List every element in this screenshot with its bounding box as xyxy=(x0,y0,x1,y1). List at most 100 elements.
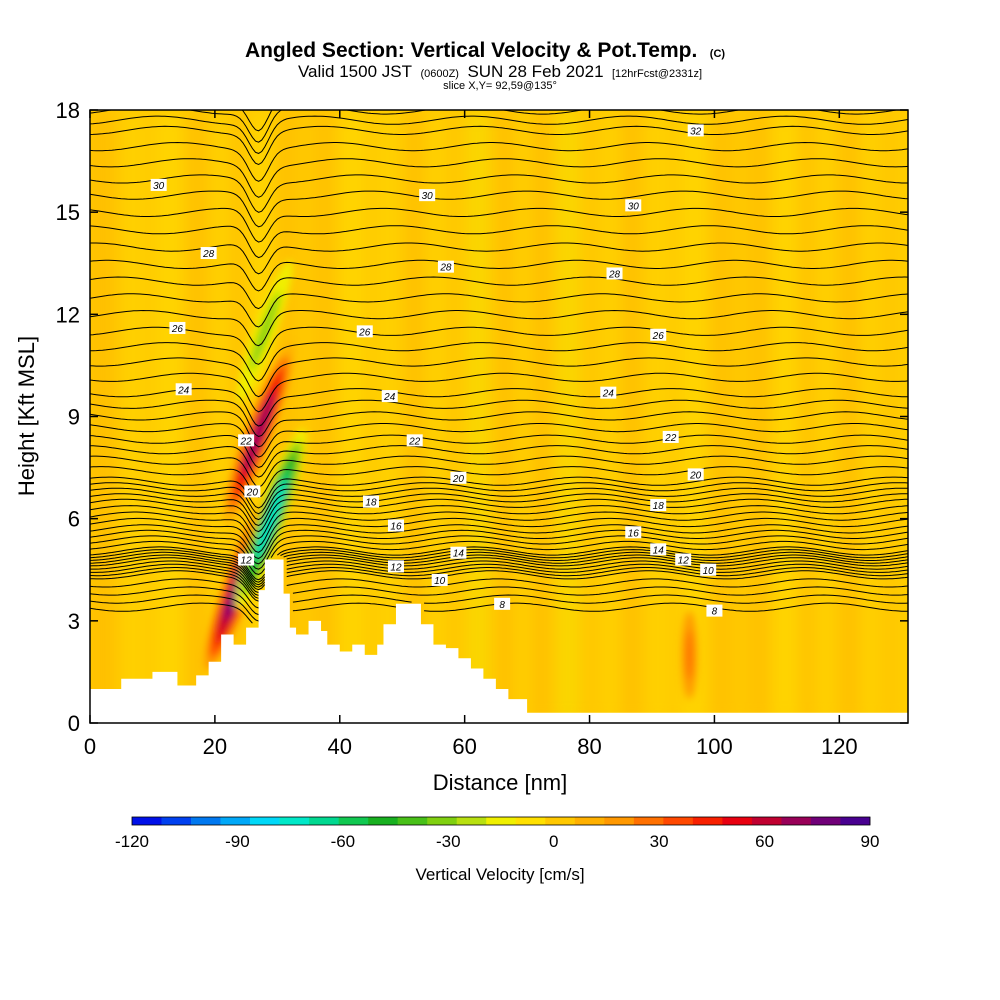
contour-label: 12 xyxy=(675,553,692,567)
colorbar-frame xyxy=(131,816,871,826)
theta-contour-line xyxy=(90,110,900,143)
contour-label-bg xyxy=(238,553,255,566)
colorbar-swatch xyxy=(191,817,221,825)
w-stripe xyxy=(156,110,171,723)
contour-label: 30 xyxy=(150,178,167,192)
theta-contour-line xyxy=(90,487,908,521)
colorbar-swatch xyxy=(132,817,162,825)
vertical-velocity-field xyxy=(96,110,908,723)
colorbar-tick-label: 30 xyxy=(650,832,669,851)
contour-label-bg xyxy=(687,124,704,137)
theta-contour-line xyxy=(90,551,908,586)
contour-label-bg xyxy=(356,325,373,338)
axis-ticks: 0 20 40 60 80 100 120 0 3 6 9 12 15 18 xyxy=(56,98,908,759)
contour-label-text: 12 xyxy=(390,562,402,573)
theta-contour-line xyxy=(90,517,908,553)
contour-label-text: 18 xyxy=(653,501,665,512)
contour-label-text: 26 xyxy=(358,327,371,338)
contour-label-text: 26 xyxy=(171,324,184,335)
y-tick-label: 15 xyxy=(56,200,80,225)
w-stripe xyxy=(710,110,725,723)
w-stripe xyxy=(321,110,336,723)
contour-label: 32 xyxy=(687,124,704,137)
chart-title: Angled Section: Vertical Velocity & Pot.… xyxy=(245,39,725,62)
w-stripe xyxy=(575,110,590,723)
theta-contour-line xyxy=(90,586,908,616)
contour-label: 10 xyxy=(431,573,448,587)
colorbar-swatch xyxy=(515,817,546,825)
chart-subtitle: Valid 1500 JST (0600Z) SUN 28 Feb 2021 [… xyxy=(298,62,702,81)
contour-label-bg xyxy=(238,434,255,447)
contour-label-text: 28 xyxy=(439,263,452,274)
y-tick-label: 18 xyxy=(56,98,80,123)
contour-label: 12 xyxy=(238,553,255,567)
w-stripe xyxy=(440,110,455,723)
theta-contour-line xyxy=(90,326,908,365)
contour-label: 18 xyxy=(650,499,667,512)
contour-label-text: 12 xyxy=(678,556,690,567)
colorbar-swatch xyxy=(633,817,664,825)
contour-label-text: 30 xyxy=(153,181,165,192)
colorbar-swatch xyxy=(722,817,753,825)
w-stripe xyxy=(800,110,815,723)
contour-label: 22 xyxy=(662,430,679,444)
x-tick-label: 20 xyxy=(203,734,227,759)
contour-label: 26 xyxy=(650,328,667,342)
contour-label: 28 xyxy=(606,267,623,280)
theta-contour-line xyxy=(90,388,908,427)
contour-label: 30 xyxy=(625,199,642,212)
theta-contour-line xyxy=(90,399,908,438)
contour-label: 22 xyxy=(406,434,423,447)
contour-label: 18 xyxy=(362,495,379,509)
theta-contour-line xyxy=(90,259,908,292)
contour-label: 14 xyxy=(650,543,667,556)
w-stripe xyxy=(336,110,351,723)
contour-label: 20 xyxy=(244,485,261,498)
w-stripe xyxy=(470,110,485,723)
contour-label-bg xyxy=(700,563,717,576)
contour-label-bg xyxy=(606,267,623,280)
theta-contour-line xyxy=(90,482,908,515)
w-stripe xyxy=(845,110,860,723)
colorbar-label: Vertical Velocity [cm/s] xyxy=(415,865,584,884)
y-axis-label: Height [Kft MSL] xyxy=(14,336,39,496)
contour-label: 16 xyxy=(387,519,404,532)
theta-contour-line xyxy=(90,546,908,581)
contour-label-bg xyxy=(625,199,642,212)
colorbar-swatch xyxy=(840,817,871,825)
colorbar: -120 -90 -60 -30 0 30 60 90 xyxy=(115,816,880,851)
colorbar-swatch xyxy=(397,817,428,825)
contour-label-bg xyxy=(387,560,404,573)
w-stripe xyxy=(515,110,530,723)
contour-label-bg xyxy=(600,386,617,399)
contour-label-bg xyxy=(650,328,667,341)
contour-label-text: 22 xyxy=(408,436,421,447)
contour-label: 8 xyxy=(706,604,723,618)
contour-label: 28 xyxy=(437,260,454,274)
w-stripe xyxy=(485,110,500,723)
y-tick-label: 0 xyxy=(68,711,80,736)
contour-label-bg xyxy=(706,604,723,617)
y-tick-label: 3 xyxy=(68,609,80,634)
colorbar-tick-label: 90 xyxy=(861,832,880,851)
theta-contour-line xyxy=(90,476,908,509)
w-stripe xyxy=(186,110,201,723)
contour-label: 16 xyxy=(625,526,642,539)
contour-label-text: 24 xyxy=(177,385,190,396)
contour-label-bg xyxy=(650,543,667,556)
w-stripe xyxy=(545,110,560,723)
w-stripe xyxy=(455,110,470,723)
colorbar-swatch xyxy=(220,817,251,825)
colorbar-tick-label: 60 xyxy=(755,832,774,851)
contour-label-text: 26 xyxy=(652,331,665,342)
theta-contour-line xyxy=(90,578,908,609)
theta-contour-line xyxy=(90,567,908,599)
contour-label: 14 xyxy=(450,546,467,560)
theta-contour-line xyxy=(90,125,908,166)
contour-label-bg xyxy=(387,519,404,532)
contour-label-text: 16 xyxy=(628,528,640,539)
colorbar-swatch xyxy=(663,817,694,825)
contour-label-bg xyxy=(450,471,467,484)
colorbar-swatch xyxy=(751,817,782,825)
colorbar-swatch xyxy=(574,817,605,825)
